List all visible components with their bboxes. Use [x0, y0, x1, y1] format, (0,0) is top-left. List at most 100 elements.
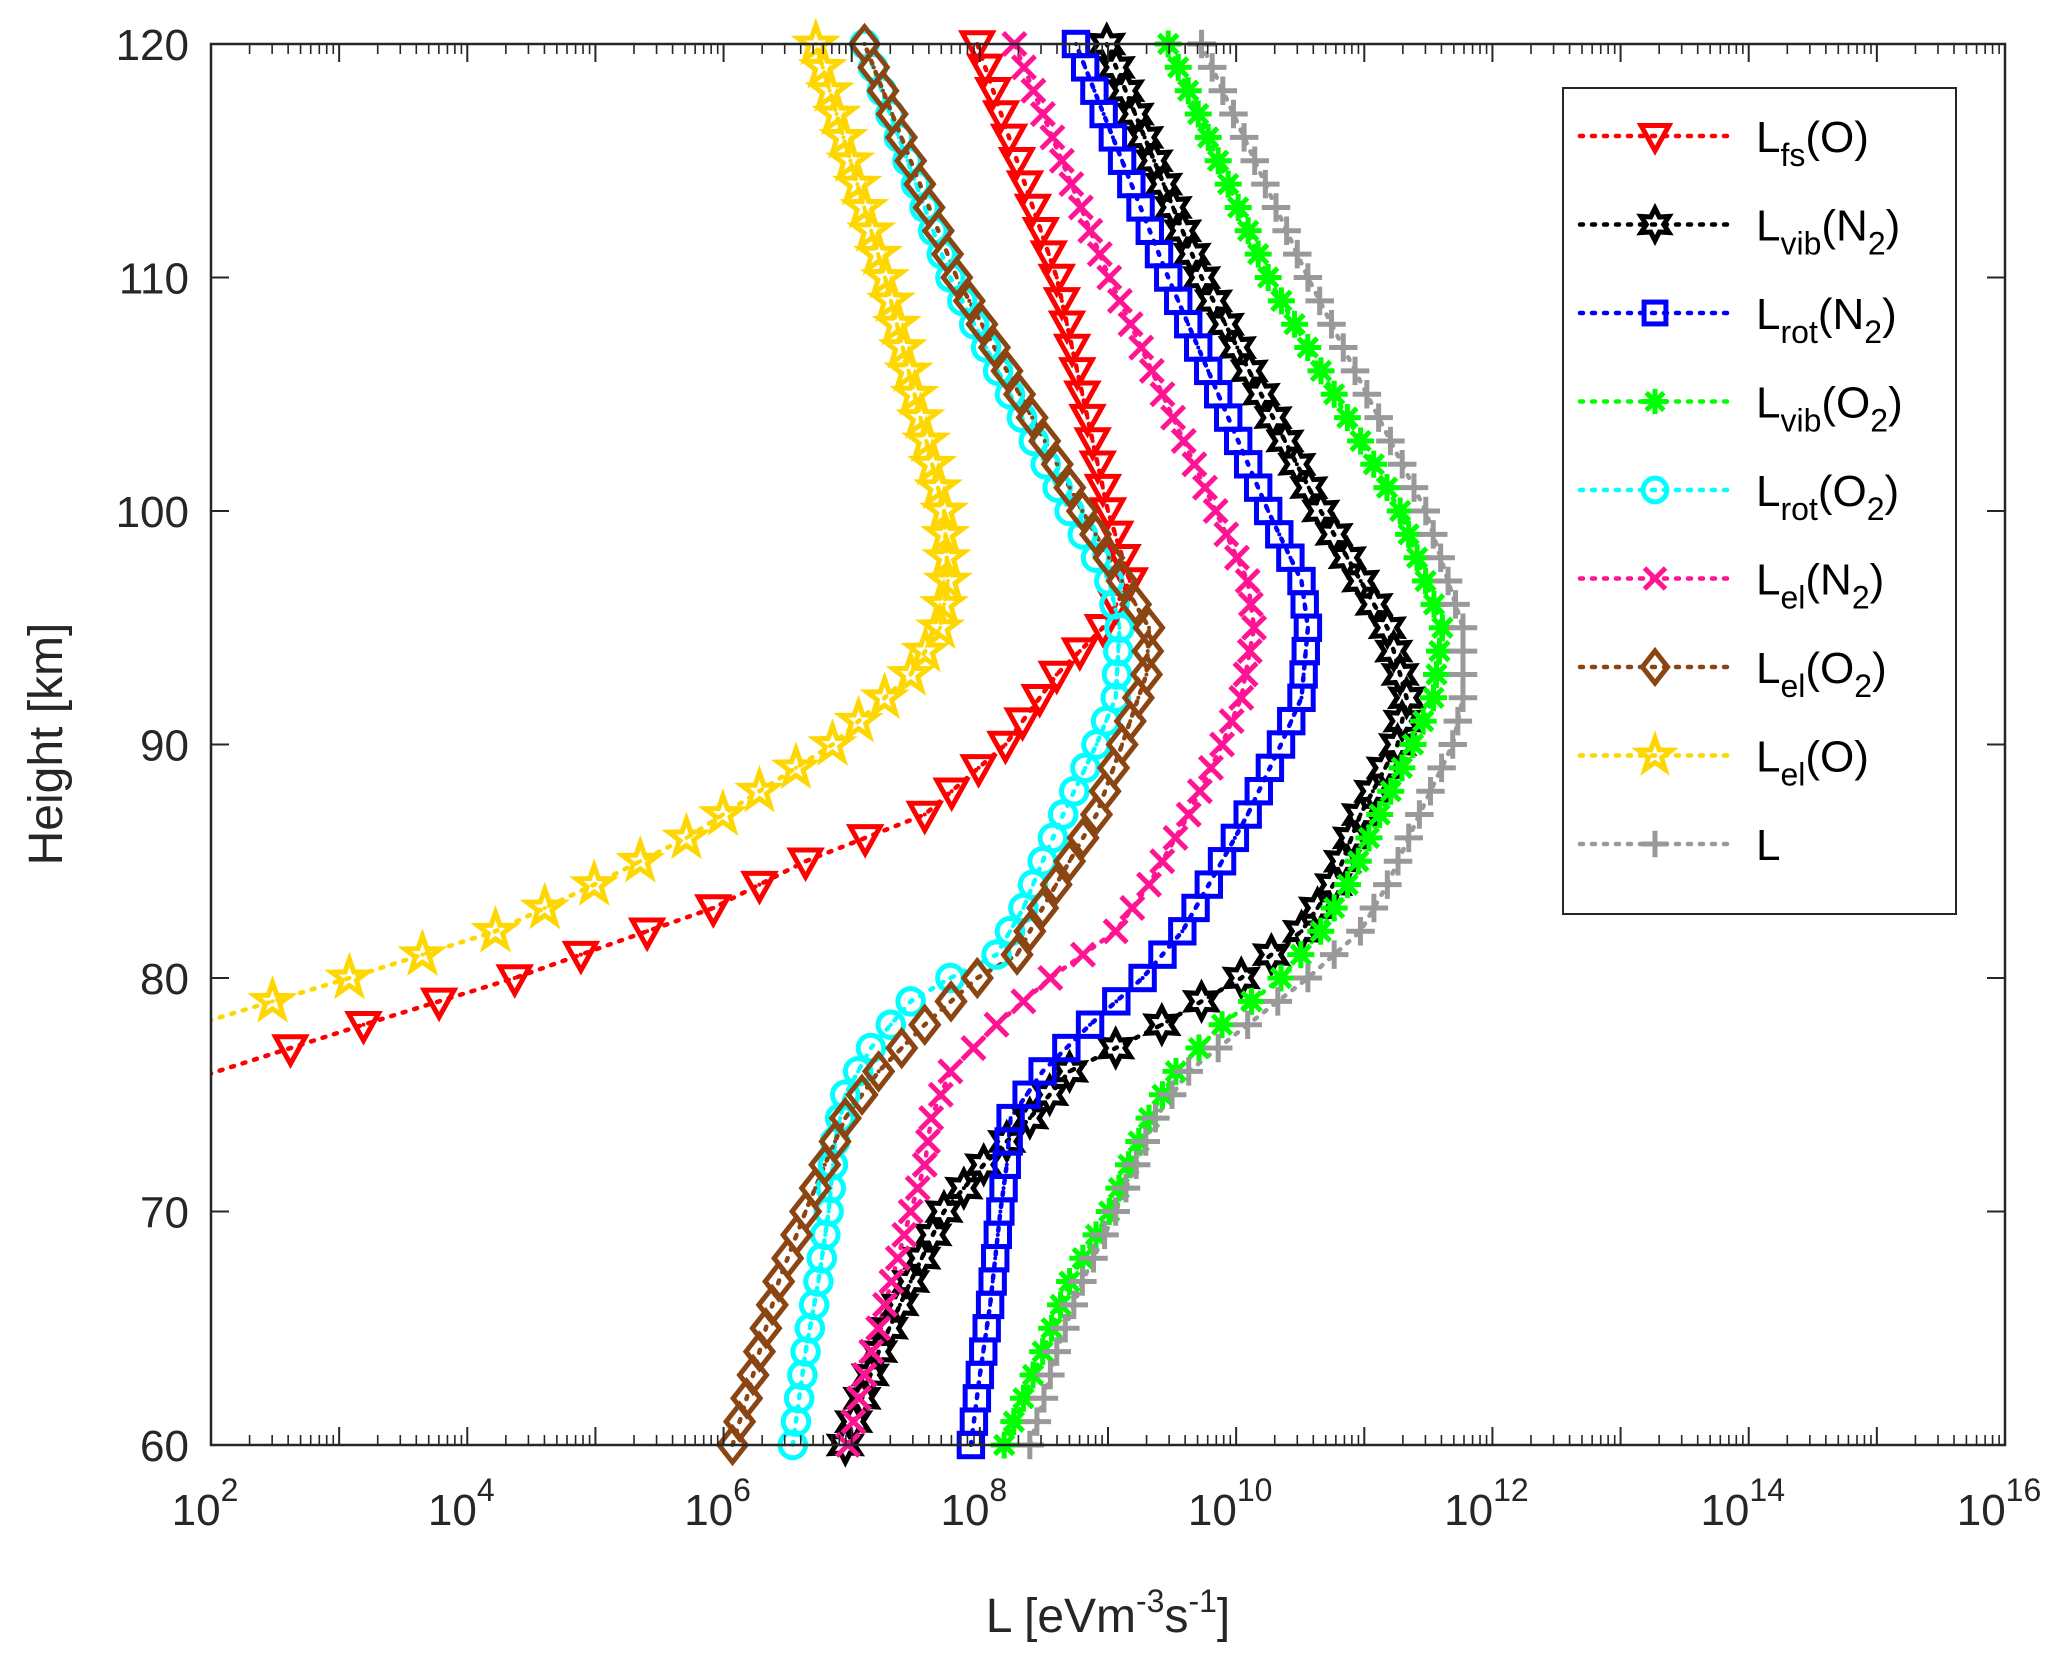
legend-label: Lvib(O2) [1756, 379, 1903, 439]
marker-center-dot [1075, 368, 1080, 373]
data-point [1352, 380, 1382, 409]
data-point [1181, 978, 1222, 1025]
marker-center-dot [1653, 665, 1657, 669]
marker-center-dot [1017, 392, 1022, 397]
marker-center-dot [1299, 929, 1304, 934]
marker-center-dot [1027, 929, 1032, 934]
data-point [915, 601, 966, 650]
marker-center-dot [1423, 579, 1428, 584]
data-point [1068, 1267, 1097, 1296]
data-point [1057, 357, 1097, 392]
data-point [1132, 606, 1166, 650]
data-point [1053, 466, 1087, 509]
marker-center-dot [936, 228, 941, 233]
marker-center-dot [1015, 952, 1020, 957]
legend-item: Lfs(O) [1577, 113, 1869, 173]
x-axis-title-end: ] [1217, 1590, 1230, 1643]
marker-center-dot [1113, 695, 1118, 700]
data-point [913, 461, 964, 509]
marker-center-dot [1097, 252, 1102, 257]
data-point [934, 980, 968, 1023]
marker-center-dot [833, 1139, 838, 1144]
data-point [1106, 287, 1133, 314]
marker-center-dot [797, 1396, 802, 1401]
data-point [891, 1221, 918, 1248]
marker-center-dot [899, 135, 904, 140]
data-point [885, 648, 936, 696]
legend-marker [1641, 299, 1669, 327]
marker-center-dot [1067, 485, 1072, 490]
marker-center-dot [1299, 579, 1304, 584]
marker-center-dot [1100, 485, 1105, 490]
data-point [1418, 520, 1448, 549]
marker-center-dot [1210, 65, 1215, 70]
marker-center-dot [938, 625, 943, 630]
marker-center-dot [1213, 509, 1218, 513]
marker-center-dot [1111, 765, 1116, 770]
marker-center-dot [347, 976, 352, 980]
marker-center-dot [1095, 462, 1100, 467]
marker-center-dot [1080, 509, 1085, 513]
data-point [932, 777, 971, 813]
marker-center-dot [944, 555, 949, 560]
data-point [818, 111, 869, 159]
marker-center-dot [991, 88, 996, 93]
data-point [965, 53, 1005, 89]
data-point [1386, 675, 1427, 721]
marker-center-dot [887, 1326, 892, 1331]
legend-label-arg-end: ) [1872, 644, 1887, 693]
x-tick-base: 10 [1188, 1486, 1237, 1535]
data-point [1090, 1220, 1119, 1250]
marker-center-dot [1220, 1022, 1225, 1027]
marker-center-dot [863, 835, 868, 840]
data-point [907, 437, 958, 486]
marker-center-dot [1388, 789, 1393, 794]
marker-center-dot [1431, 532, 1436, 537]
marker-center-dot [1400, 719, 1405, 724]
marker-center-dot [1277, 532, 1282, 537]
marker-center-dot [1278, 742, 1283, 747]
marker-center-dot [922, 812, 927, 817]
marker-center-dot [908, 1209, 913, 1214]
data-point [1411, 496, 1441, 526]
marker-center-dot [919, 1256, 924, 1261]
data-point [797, 40, 848, 89]
legend-item: Lel(N2) [1577, 556, 1884, 616]
data-point [1170, 427, 1197, 454]
marker-center-dot [1345, 555, 1350, 560]
marker-center-dot [1332, 952, 1337, 957]
data-point [470, 904, 521, 953]
data-point [1254, 264, 1282, 291]
marker-center-dot [869, 228, 874, 233]
data-point [977, 326, 1012, 369]
data-point [1208, 76, 1238, 105]
data-point [1405, 800, 1434, 829]
marker-center-dot [908, 1279, 913, 1284]
marker-center-dot [1192, 462, 1197, 467]
marker-center-dot [882, 695, 887, 700]
marker-center-dot [1157, 252, 1162, 257]
marker-center-dot [1653, 753, 1657, 758]
marker-center-dot [1332, 532, 1337, 537]
data-point [1042, 287, 1082, 322]
axes [209, 42, 2007, 1447]
data-point [1029, 240, 1069, 276]
marker-center-dot [1176, 298, 1181, 303]
marker-center-dot [1147, 882, 1152, 887]
data-point [1287, 941, 1315, 969]
legend-label-arg-sub: 2 [1852, 580, 1870, 616]
x-tick-label: 1012 [1444, 1472, 1529, 1535]
legend-label: Lrot(N2) [1756, 290, 1897, 350]
legend-label-main: L [1756, 821, 1780, 870]
marker-center-dot [1166, 275, 1171, 280]
marker-center-dot [1421, 719, 1426, 724]
marker-center-dot [1046, 252, 1051, 257]
marker-center-dot [941, 1209, 946, 1214]
data-point [1010, 988, 1037, 1015]
legend-item: L [1577, 821, 1780, 870]
data-point [869, 1305, 910, 1352]
marker-center-dot [1395, 742, 1400, 747]
data-point [1141, 1103, 1170, 1133]
marker-center-dot [1455, 719, 1460, 724]
data-point [1305, 286, 1334, 316]
